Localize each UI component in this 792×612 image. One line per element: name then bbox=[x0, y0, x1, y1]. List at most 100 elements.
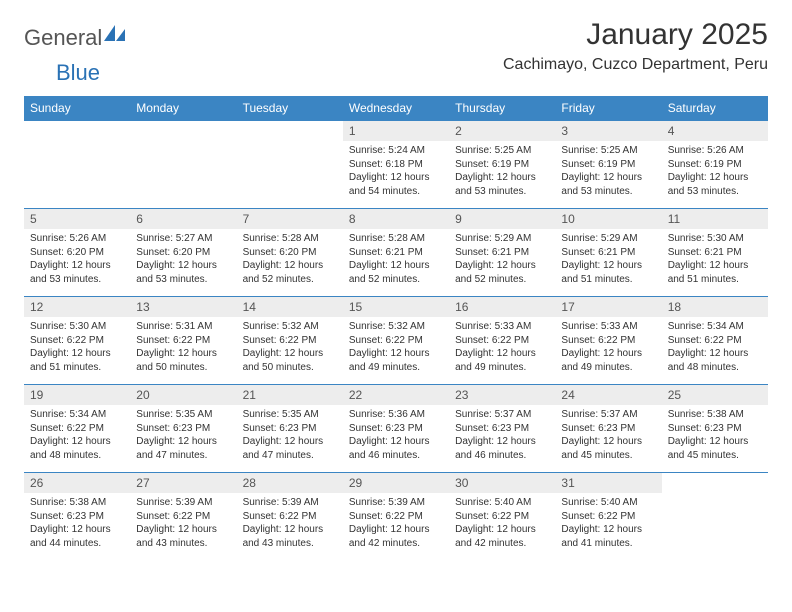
weekday-header: Friday bbox=[555, 96, 661, 121]
day-details: Sunrise: 5:32 AMSunset: 6:22 PMDaylight:… bbox=[237, 317, 343, 377]
daylight-text: Daylight: 12 hours and 53 minutes. bbox=[136, 259, 230, 286]
sunset-text: Sunset: 6:22 PM bbox=[349, 510, 443, 524]
day-number bbox=[662, 473, 768, 479]
day-number: 19 bbox=[24, 385, 130, 405]
logo: General bbox=[24, 18, 126, 51]
calendar-cell: 1Sunrise: 5:24 AMSunset: 6:18 PMDaylight… bbox=[343, 121, 449, 209]
calendar-cell: 10Sunrise: 5:29 AMSunset: 6:21 PMDayligh… bbox=[555, 209, 661, 297]
sunrise-text: Sunrise: 5:34 AM bbox=[668, 320, 762, 334]
daylight-text: Daylight: 12 hours and 53 minutes. bbox=[30, 259, 124, 286]
daylight-text: Daylight: 12 hours and 50 minutes. bbox=[243, 347, 337, 374]
day-details: Sunrise: 5:30 AMSunset: 6:22 PMDaylight:… bbox=[24, 317, 130, 377]
calendar-cell: 17Sunrise: 5:33 AMSunset: 6:22 PMDayligh… bbox=[555, 297, 661, 385]
daylight-text: Daylight: 12 hours and 53 minutes. bbox=[455, 171, 549, 198]
day-number: 2 bbox=[449, 121, 555, 141]
day-number: 30 bbox=[449, 473, 555, 493]
sunrise-text: Sunrise: 5:33 AM bbox=[561, 320, 655, 334]
daylight-text: Daylight: 12 hours and 47 minutes. bbox=[243, 435, 337, 462]
sunrise-text: Sunrise: 5:38 AM bbox=[30, 496, 124, 510]
sunset-text: Sunset: 6:22 PM bbox=[136, 510, 230, 524]
daylight-text: Daylight: 12 hours and 51 minutes. bbox=[668, 259, 762, 286]
day-number: 3 bbox=[555, 121, 661, 141]
sunrise-text: Sunrise: 5:29 AM bbox=[455, 232, 549, 246]
weekday-header: Monday bbox=[130, 96, 236, 121]
day-details: Sunrise: 5:38 AMSunset: 6:23 PMDaylight:… bbox=[662, 405, 768, 465]
calendar-row: 1Sunrise: 5:24 AMSunset: 6:18 PMDaylight… bbox=[24, 121, 768, 209]
daylight-text: Daylight: 12 hours and 43 minutes. bbox=[243, 523, 337, 550]
sunset-text: Sunset: 6:21 PM bbox=[455, 246, 549, 260]
daylight-text: Daylight: 12 hours and 51 minutes. bbox=[561, 259, 655, 286]
sunset-text: Sunset: 6:23 PM bbox=[136, 422, 230, 436]
logo-sail-icon bbox=[104, 24, 126, 47]
calendar-cell: 7Sunrise: 5:28 AMSunset: 6:20 PMDaylight… bbox=[237, 209, 343, 297]
calendar-cell: 12Sunrise: 5:30 AMSunset: 6:22 PMDayligh… bbox=[24, 297, 130, 385]
location-subtitle: Cachimayo, Cuzco Department, Peru bbox=[503, 56, 768, 74]
sunset-text: Sunset: 6:23 PM bbox=[455, 422, 549, 436]
day-details: Sunrise: 5:34 AMSunset: 6:22 PMDaylight:… bbox=[662, 317, 768, 377]
calendar-cell: 23Sunrise: 5:37 AMSunset: 6:23 PMDayligh… bbox=[449, 385, 555, 473]
day-details: Sunrise: 5:29 AMSunset: 6:21 PMDaylight:… bbox=[449, 229, 555, 289]
day-details: Sunrise: 5:39 AMSunset: 6:22 PMDaylight:… bbox=[237, 493, 343, 553]
day-number bbox=[237, 121, 343, 127]
sunset-text: Sunset: 6:22 PM bbox=[455, 510, 549, 524]
day-number: 23 bbox=[449, 385, 555, 405]
day-number: 29 bbox=[343, 473, 449, 493]
day-details: Sunrise: 5:28 AMSunset: 6:21 PMDaylight:… bbox=[343, 229, 449, 289]
daylight-text: Daylight: 12 hours and 46 minutes. bbox=[349, 435, 443, 462]
daylight-text: Daylight: 12 hours and 53 minutes. bbox=[668, 171, 762, 198]
sunset-text: Sunset: 6:22 PM bbox=[561, 334, 655, 348]
title-block: January 2025 Cachimayo, Cuzco Department… bbox=[503, 18, 768, 74]
daylight-text: Daylight: 12 hours and 42 minutes. bbox=[349, 523, 443, 550]
day-number: 22 bbox=[343, 385, 449, 405]
calendar-cell: 31Sunrise: 5:40 AMSunset: 6:22 PMDayligh… bbox=[555, 473, 661, 561]
calendar-table: Sunday Monday Tuesday Wednesday Thursday… bbox=[24, 96, 768, 561]
daylight-text: Daylight: 12 hours and 47 minutes. bbox=[136, 435, 230, 462]
logo-text-general: General bbox=[24, 25, 102, 51]
day-details: Sunrise: 5:29 AMSunset: 6:21 PMDaylight:… bbox=[555, 229, 661, 289]
calendar-cell: 14Sunrise: 5:32 AMSunset: 6:22 PMDayligh… bbox=[237, 297, 343, 385]
daylight-text: Daylight: 12 hours and 51 minutes. bbox=[30, 347, 124, 374]
day-number: 11 bbox=[662, 209, 768, 229]
day-details: Sunrise: 5:25 AMSunset: 6:19 PMDaylight:… bbox=[555, 141, 661, 201]
sunset-text: Sunset: 6:23 PM bbox=[349, 422, 443, 436]
calendar-cell bbox=[130, 121, 236, 209]
sunrise-text: Sunrise: 5:36 AM bbox=[349, 408, 443, 422]
sunrise-text: Sunrise: 5:33 AM bbox=[455, 320, 549, 334]
daylight-text: Daylight: 12 hours and 45 minutes. bbox=[668, 435, 762, 462]
day-number: 18 bbox=[662, 297, 768, 317]
sunrise-text: Sunrise: 5:29 AM bbox=[561, 232, 655, 246]
day-details: Sunrise: 5:37 AMSunset: 6:23 PMDaylight:… bbox=[555, 405, 661, 465]
weekday-header: Sunday bbox=[24, 96, 130, 121]
day-details: Sunrise: 5:34 AMSunset: 6:22 PMDaylight:… bbox=[24, 405, 130, 465]
day-details: Sunrise: 5:25 AMSunset: 6:19 PMDaylight:… bbox=[449, 141, 555, 201]
daylight-text: Daylight: 12 hours and 54 minutes. bbox=[349, 171, 443, 198]
day-number: 24 bbox=[555, 385, 661, 405]
day-details: Sunrise: 5:26 AMSunset: 6:20 PMDaylight:… bbox=[24, 229, 130, 289]
calendar-cell: 30Sunrise: 5:40 AMSunset: 6:22 PMDayligh… bbox=[449, 473, 555, 561]
day-number: 20 bbox=[130, 385, 236, 405]
day-details: Sunrise: 5:39 AMSunset: 6:22 PMDaylight:… bbox=[130, 493, 236, 553]
sunrise-text: Sunrise: 5:34 AM bbox=[30, 408, 124, 422]
calendar-row: 5Sunrise: 5:26 AMSunset: 6:20 PMDaylight… bbox=[24, 209, 768, 297]
daylight-text: Daylight: 12 hours and 52 minutes. bbox=[243, 259, 337, 286]
sunrise-text: Sunrise: 5:39 AM bbox=[136, 496, 230, 510]
calendar-cell: 16Sunrise: 5:33 AMSunset: 6:22 PMDayligh… bbox=[449, 297, 555, 385]
sunrise-text: Sunrise: 5:26 AM bbox=[668, 144, 762, 158]
day-details: Sunrise: 5:36 AMSunset: 6:23 PMDaylight:… bbox=[343, 405, 449, 465]
day-number: 5 bbox=[24, 209, 130, 229]
sunset-text: Sunset: 6:20 PM bbox=[243, 246, 337, 260]
calendar-cell: 15Sunrise: 5:32 AMSunset: 6:22 PMDayligh… bbox=[343, 297, 449, 385]
sunset-text: Sunset: 6:22 PM bbox=[243, 510, 337, 524]
calendar-row: 12Sunrise: 5:30 AMSunset: 6:22 PMDayligh… bbox=[24, 297, 768, 385]
sunrise-text: Sunrise: 5:30 AM bbox=[30, 320, 124, 334]
day-number: 7 bbox=[237, 209, 343, 229]
sunrise-text: Sunrise: 5:37 AM bbox=[561, 408, 655, 422]
calendar-cell: 4Sunrise: 5:26 AMSunset: 6:19 PMDaylight… bbox=[662, 121, 768, 209]
daylight-text: Daylight: 12 hours and 44 minutes. bbox=[30, 523, 124, 550]
day-details: Sunrise: 5:27 AMSunset: 6:20 PMDaylight:… bbox=[130, 229, 236, 289]
day-number: 10 bbox=[555, 209, 661, 229]
logo-text-blue: Blue bbox=[56, 60, 100, 85]
day-number: 12 bbox=[24, 297, 130, 317]
sunset-text: Sunset: 6:23 PM bbox=[243, 422, 337, 436]
calendar-cell: 28Sunrise: 5:39 AMSunset: 6:22 PMDayligh… bbox=[237, 473, 343, 561]
